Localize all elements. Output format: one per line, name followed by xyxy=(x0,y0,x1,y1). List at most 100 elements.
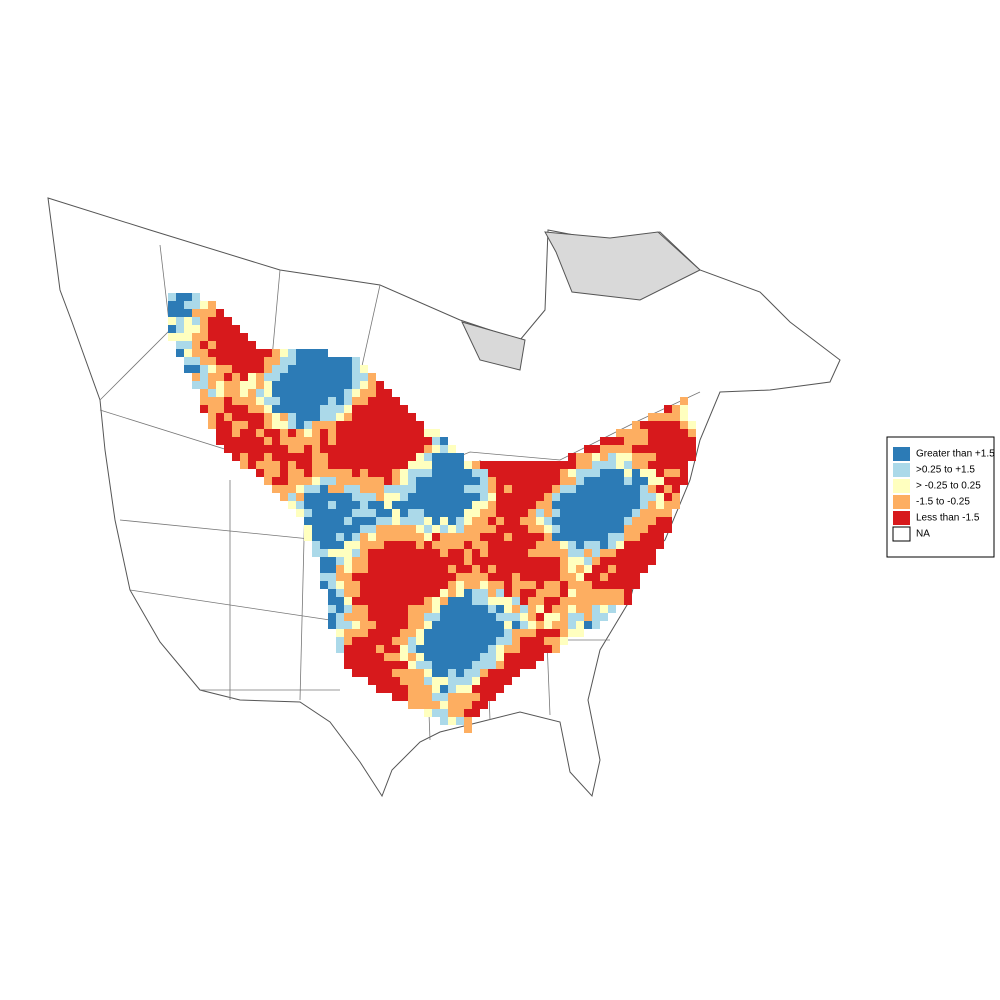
grid-cell xyxy=(408,453,416,461)
grid-cell xyxy=(608,493,616,501)
grid-cell xyxy=(384,661,392,669)
grid-cell xyxy=(392,421,400,429)
grid-cell xyxy=(672,429,680,437)
grid-cell xyxy=(448,661,456,669)
grid-cell xyxy=(296,477,304,485)
grid-cell xyxy=(312,389,320,397)
grid-cell xyxy=(336,405,344,413)
grid-cell xyxy=(576,477,584,485)
grid-cell xyxy=(376,541,384,549)
grid-cell xyxy=(400,573,408,581)
grid-cell xyxy=(568,621,576,629)
grid-cell xyxy=(480,549,488,557)
grid-cell xyxy=(312,429,320,437)
grid-cell xyxy=(440,453,448,461)
grid-cell xyxy=(432,445,440,453)
grid-cell xyxy=(512,613,520,621)
grid-cell xyxy=(312,349,320,357)
grid-cell xyxy=(336,413,344,421)
grid-cell xyxy=(448,557,456,565)
grid-cell xyxy=(488,645,496,653)
grid-cell xyxy=(624,573,632,581)
grid-cell xyxy=(536,613,544,621)
grid-cell xyxy=(320,421,328,429)
grid-cell xyxy=(624,461,632,469)
grid-cell xyxy=(344,589,352,597)
grid-cell xyxy=(216,429,224,437)
grid-cell xyxy=(232,365,240,373)
grid-cell xyxy=(376,381,384,389)
grid-cell xyxy=(344,437,352,445)
grid-cell xyxy=(448,629,456,637)
grid-cell xyxy=(528,525,536,533)
grid-cell xyxy=(264,413,272,421)
grid-cell xyxy=(496,621,504,629)
grid-cell xyxy=(504,589,512,597)
grid-cell xyxy=(536,653,544,661)
grid-cell xyxy=(312,445,320,453)
grid-cell xyxy=(304,429,312,437)
grid-cell xyxy=(520,565,528,573)
grid-cell xyxy=(496,517,504,525)
grid-cell xyxy=(232,445,240,453)
grid-cell xyxy=(512,573,520,581)
grid-cell xyxy=(616,517,624,525)
grid-cell xyxy=(336,517,344,525)
grid-cell xyxy=(552,517,560,525)
grid-cell xyxy=(368,525,376,533)
grid-cell xyxy=(368,517,376,525)
grid-cell xyxy=(640,453,648,461)
grid-cell xyxy=(528,549,536,557)
grid-cell xyxy=(408,541,416,549)
grid-cell xyxy=(216,309,224,317)
grid-cell xyxy=(640,565,648,573)
grid-cell xyxy=(320,517,328,525)
grid-cell xyxy=(464,509,472,517)
grid-cell xyxy=(608,445,616,453)
grid-cell xyxy=(424,533,432,541)
grid-cell xyxy=(392,477,400,485)
grid-cell xyxy=(464,653,472,661)
grid-cell xyxy=(456,565,464,573)
grid-cell xyxy=(648,421,656,429)
grid-cell xyxy=(368,541,376,549)
grid-cell xyxy=(248,429,256,437)
grid-cell xyxy=(320,437,328,445)
grid-cell xyxy=(320,541,328,549)
grid-cell xyxy=(544,477,552,485)
gray-region xyxy=(544,231,701,301)
grid-cell xyxy=(656,525,664,533)
grid-cell xyxy=(344,621,352,629)
grid-cell xyxy=(312,501,320,509)
grid-cell xyxy=(384,677,392,685)
grid-cell xyxy=(200,389,208,397)
grid-cell xyxy=(208,349,216,357)
grid-cell xyxy=(376,517,384,525)
grid-cell xyxy=(176,341,184,349)
grid-cell xyxy=(648,501,656,509)
grid-cell xyxy=(632,541,640,549)
grid-cell xyxy=(464,477,472,485)
grid-cell xyxy=(528,661,536,669)
grid-cell xyxy=(384,397,392,405)
grid-cell xyxy=(224,445,232,453)
grid-cell xyxy=(424,549,432,557)
grid-cell xyxy=(552,549,560,557)
grid-cell xyxy=(336,573,344,581)
grid-cell xyxy=(168,293,176,301)
grid-cell xyxy=(328,429,336,437)
grid-cell xyxy=(216,373,224,381)
grid-cell xyxy=(232,421,240,429)
grid-cell xyxy=(536,477,544,485)
grid-cell xyxy=(600,605,608,613)
grid-cell xyxy=(640,421,648,429)
grid-cell xyxy=(440,613,448,621)
grid-cell xyxy=(360,637,368,645)
grid-cell xyxy=(392,549,400,557)
grid-cell xyxy=(512,485,520,493)
grid-cell xyxy=(416,573,424,581)
grid-cell xyxy=(360,517,368,525)
grid-cell xyxy=(384,509,392,517)
grid-cell xyxy=(200,357,208,365)
